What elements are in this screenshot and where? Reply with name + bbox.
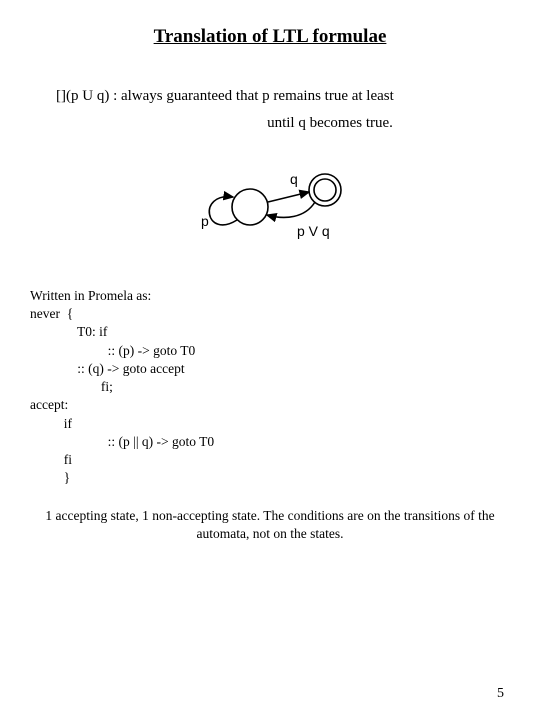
code-line: :: (p || q) -> goto T0 [30,433,510,451]
code-line: :: (p) -> goto T0 [30,342,510,360]
formula-line-1: [](p U q) : always guaranteed that p rem… [56,88,510,105]
code-line: if [30,415,510,433]
svg-text:p: p [201,213,209,229]
code-intro: Written in Promela as: [30,287,510,305]
page-number: 5 [497,686,504,702]
automaton-svg: p q p V q [175,162,365,252]
code-line: fi [30,451,510,469]
code-line: } [30,469,510,487]
page: Translation of LTL formulae [](p U q) : … [0,0,540,720]
code-line: accept: [30,396,510,414]
promela-code: Written in Promela as: never { T0: if ::… [30,287,510,487]
code-line: fi; [30,378,510,396]
svg-text:p V q: p V q [297,223,330,239]
formula-line-2: until q becomes true. [150,115,510,132]
code-line: :: (q) -> goto accept [30,360,510,378]
footer-note: 1 accepting state, 1 non-accepting state… [30,507,510,542]
automaton-diagram: p q p V q [30,162,510,257]
code-line: never { [30,305,510,323]
page-title: Translation of LTL formulae [30,26,510,48]
code-line: T0: if [30,323,510,341]
svg-text:q: q [290,171,298,187]
